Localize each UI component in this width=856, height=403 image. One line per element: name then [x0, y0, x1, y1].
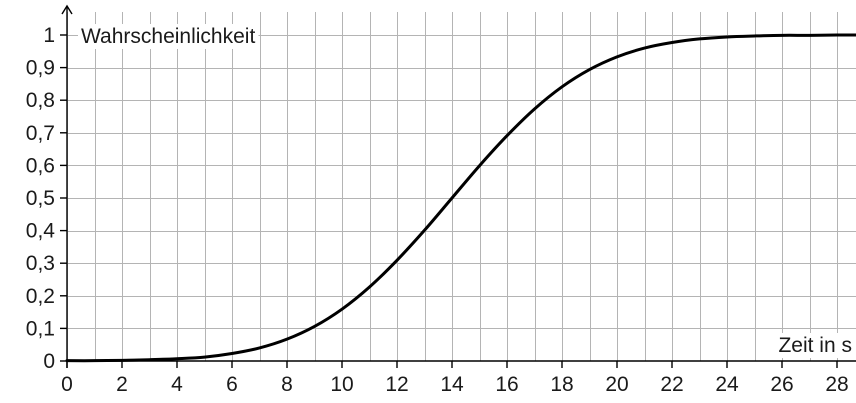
- x-tick-label: 2: [116, 373, 128, 396]
- x-tick-label: 18: [550, 373, 573, 396]
- x-tick-label: 28: [825, 373, 848, 396]
- y-tick-label: 0,7: [26, 122, 55, 145]
- y-axis-arrow-icon: [61, 4, 73, 15]
- y-axis-title-background: [78, 24, 259, 49]
- y-tick-label: 0,5: [26, 187, 55, 210]
- y-tick-label: 0,1: [26, 317, 55, 340]
- x-tick-label: 22: [660, 373, 683, 396]
- x-tick-label: 4: [171, 373, 183, 396]
- y-tick-label: 1: [43, 24, 55, 47]
- curve-layer: [65, 33, 856, 363]
- x-tick-label: 0: [61, 373, 73, 396]
- grid: [67, 12, 856, 361]
- x-tick-label: 6: [226, 373, 238, 396]
- x-tick-label: 12: [385, 373, 408, 396]
- y-tick-label: 0,6: [26, 154, 55, 177]
- x-tick-label: 20: [605, 373, 628, 396]
- x-axis-title-background: [775, 333, 855, 358]
- y-axis-title: Wahrscheinlichkeit: [81, 25, 255, 48]
- axes: [60, 4, 856, 368]
- x-tick-label: 8: [281, 373, 293, 396]
- y-tick-label: 0: [43, 350, 55, 373]
- x-tick-label: 16: [495, 373, 518, 396]
- axis-titles: Wahrscheinlichkeit Zeit in s: [78, 24, 855, 358]
- x-tick-label: 14: [440, 373, 464, 396]
- y-tick-label: 0,3: [26, 252, 55, 275]
- probability-curve: [65, 33, 856, 363]
- x-tick-label: 24: [715, 373, 739, 396]
- y-tick-label: 0,2: [26, 285, 55, 308]
- y-tick-label: 0,8: [26, 89, 55, 112]
- x-axis-title: Zeit in s: [778, 334, 852, 357]
- y-tick-label: 0,9: [26, 57, 55, 80]
- x-tick-label: 10: [330, 373, 353, 396]
- tick-labels: 0 2 4 6 8 10 12 14 16 18 20 22 24 26 2800,10,20,30,40,…: [26, 24, 849, 396]
- y-tick-label: 0,4: [26, 220, 56, 243]
- x-tick-label: 26: [770, 373, 793, 396]
